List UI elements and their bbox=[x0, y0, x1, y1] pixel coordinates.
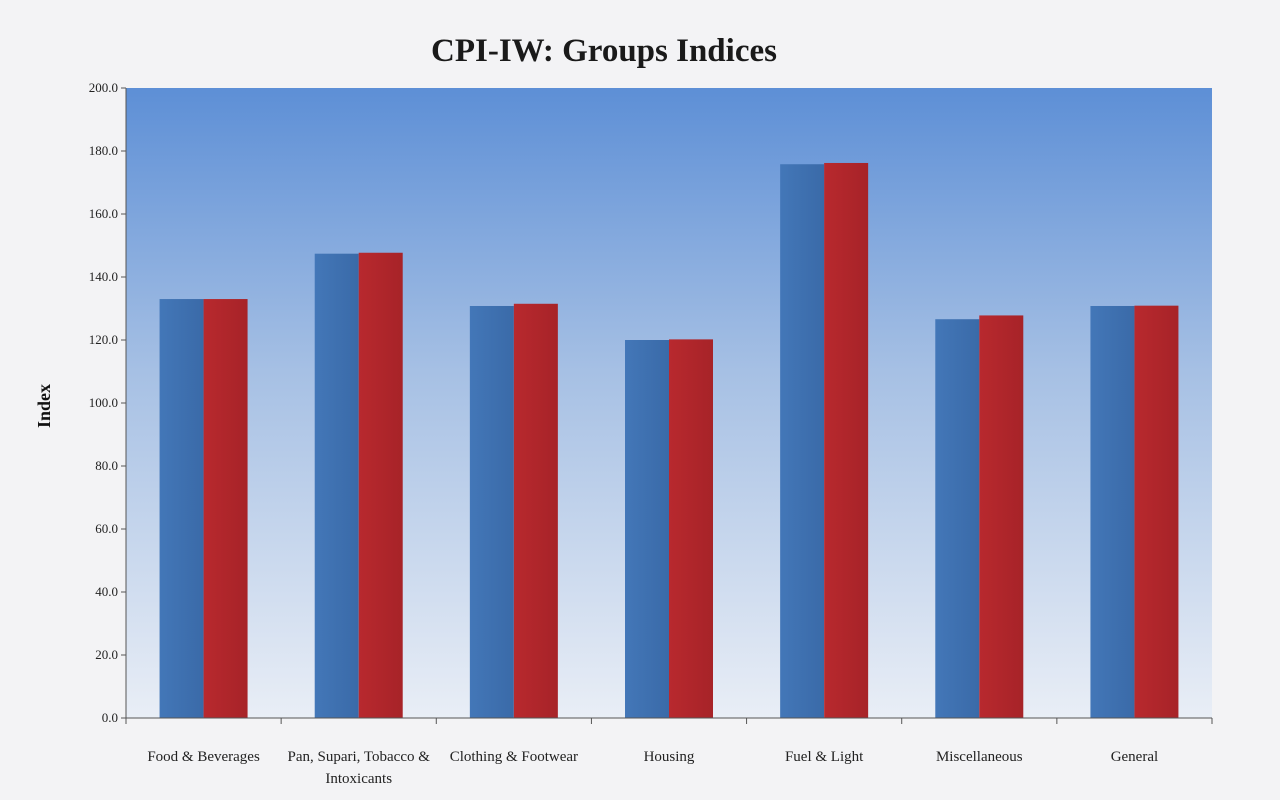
bars-group bbox=[159, 162, 1179, 719]
x-tick-label: Miscellaneous bbox=[936, 749, 1023, 765]
y-tick-label: 0.0 bbox=[102, 710, 118, 725]
chart-title: CPI-IW: Groups Indices bbox=[431, 33, 777, 69]
bar-series2-0 bbox=[203, 299, 248, 718]
y-tick-label: 200.0 bbox=[89, 80, 118, 95]
x-tick-label: Pan, Supari, Tobacco & Intoxicants bbox=[288, 749, 431, 787]
x-tick-label-line: Pan, Supari, Tobacco & bbox=[288, 749, 431, 765]
x-tick-label: Food & Beverages bbox=[147, 749, 260, 765]
bar-series2-4 bbox=[824, 162, 869, 719]
y-tick-label: 180.0 bbox=[89, 143, 118, 158]
bar-series1-0 bbox=[159, 299, 204, 718]
bar-series1-5 bbox=[935, 319, 980, 718]
y-tick-label: 100.0 bbox=[89, 395, 118, 410]
bar-series1-3 bbox=[625, 340, 669, 718]
x-tick-label: Fuel & Light bbox=[785, 749, 864, 765]
y-tick-label: 60.0 bbox=[95, 521, 118, 536]
x-tick-label-line: Food & Beverages bbox=[147, 749, 260, 765]
bar-series2-5 bbox=[979, 315, 1024, 718]
x-tick-label-line: Fuel & Light bbox=[785, 749, 864, 765]
y-axis-label: Index bbox=[34, 384, 54, 428]
x-tick-label-line: Miscellaneous bbox=[936, 749, 1023, 765]
bar-series1-2 bbox=[469, 305, 514, 718]
x-tick-label-line: Housing bbox=[644, 749, 695, 765]
bar-series1-1 bbox=[314, 253, 359, 718]
x-tick-label: Housing bbox=[644, 749, 695, 765]
x-tick-label-line: Clothing & Footwear bbox=[450, 749, 578, 765]
y-tick-label: 80.0 bbox=[95, 458, 118, 473]
bar-series1-4 bbox=[780, 164, 825, 719]
x-ticks-group: Food & Beverages Pan, Supari, Tobacco & In… bbox=[125, 718, 1213, 787]
x-tick-label-line: Intoxicants bbox=[325, 771, 392, 787]
bar-series2-2 bbox=[513, 303, 558, 718]
bar-series1-6 bbox=[1090, 305, 1135, 718]
bar-series2-1 bbox=[358, 252, 403, 718]
y-tick-label: 160.0 bbox=[89, 206, 118, 221]
y-tick-label: 40.0 bbox=[95, 584, 118, 599]
x-tick-label: Clothing & Footwear bbox=[450, 749, 578, 765]
y-tick-label: 20.0 bbox=[95, 647, 118, 662]
y-ticks-group: 0.0 20.0 40.0 60.0 80.0 100.0 120.0 140.0 160.0 1… bbox=[89, 80, 126, 725]
y-tick-label: 140.0 bbox=[89, 269, 118, 284]
bar-series2-3 bbox=[669, 339, 713, 718]
bar-series2-6 bbox=[1134, 305, 1179, 718]
y-tick-label: 120.0 bbox=[89, 332, 118, 347]
x-tick-label: General bbox=[1111, 749, 1158, 765]
x-tick-label-line: General bbox=[1111, 749, 1158, 765]
